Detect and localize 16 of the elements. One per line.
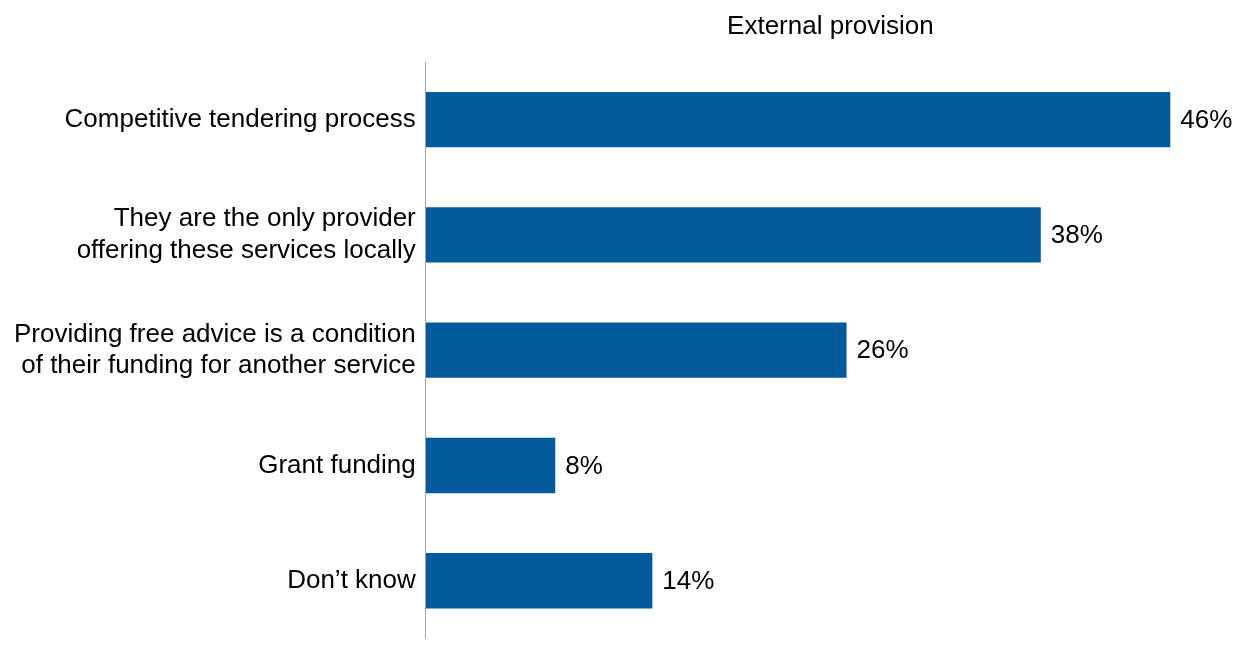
chart-title: External provision — [727, 10, 934, 41]
bar — [425, 437, 556, 494]
bar — [425, 322, 847, 378]
data-label: 26% — [856, 334, 909, 365]
data-label: 38% — [1050, 219, 1103, 250]
bar — [425, 91, 1171, 148]
bar — [425, 553, 653, 609]
data-label: 14% — [662, 564, 715, 595]
data-label: 46% — [1180, 103, 1233, 134]
bar — [425, 207, 1041, 263]
y-tick-label: Providing free advice is a condition of their funding for another service — [14, 317, 416, 379]
y-tick-label: They are the only provider offering these services locally — [76, 202, 417, 264]
y-tick-label: Competitive tendering process — [64, 102, 416, 133]
data-label: 8% — [565, 449, 603, 480]
y-tick-label: Don’t know — [287, 563, 416, 594]
y-tick-label: Grant funding — [258, 448, 416, 479]
